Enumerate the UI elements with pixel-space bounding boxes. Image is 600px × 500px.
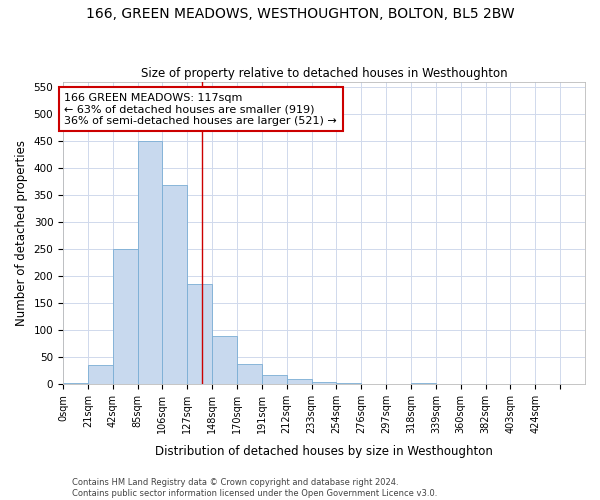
Bar — [88, 366, 113, 384]
Bar — [137, 142, 163, 384]
Bar — [212, 336, 237, 384]
Bar — [287, 379, 311, 384]
Title: Size of property relative to detached houses in Westhoughton: Size of property relative to detached ho… — [141, 66, 508, 80]
X-axis label: Distribution of detached houses by size in Westhoughton: Distribution of detached houses by size … — [155, 444, 493, 458]
Bar — [262, 374, 287, 384]
Y-axis label: Number of detached properties: Number of detached properties — [15, 140, 28, 326]
Bar — [113, 250, 137, 384]
Bar — [187, 284, 212, 384]
Bar — [311, 382, 337, 384]
Bar — [337, 382, 361, 384]
Text: Contains HM Land Registry data © Crown copyright and database right 2024.
Contai: Contains HM Land Registry data © Crown c… — [72, 478, 437, 498]
Bar — [411, 383, 436, 384]
Text: 166 GREEN MEADOWS: 117sqm
← 63% of detached houses are smaller (919)
36% of semi: 166 GREEN MEADOWS: 117sqm ← 63% of detac… — [64, 92, 337, 126]
Bar — [163, 184, 187, 384]
Text: 166, GREEN MEADOWS, WESTHOUGHTON, BOLTON, BL5 2BW: 166, GREEN MEADOWS, WESTHOUGHTON, BOLTON… — [86, 8, 514, 22]
Bar — [63, 383, 88, 384]
Bar — [237, 364, 262, 384]
